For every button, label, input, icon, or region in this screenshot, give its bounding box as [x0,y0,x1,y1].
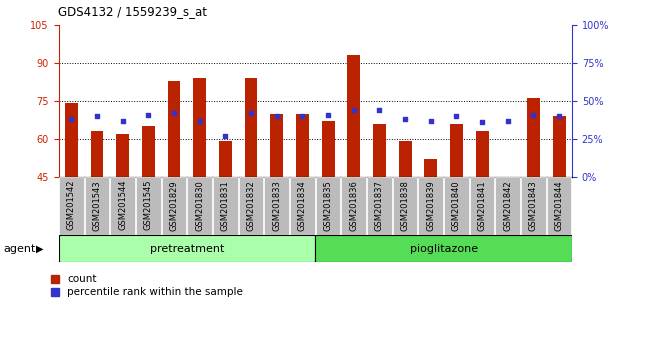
Point [220,133,231,139]
Text: GSM201832: GSM201832 [246,180,255,231]
Bar [136,177,161,235]
Bar [193,78,206,177]
Bar [270,114,283,177]
Bar [398,142,411,177]
Text: GSM201834: GSM201834 [298,180,307,231]
Bar [552,116,566,177]
Bar [495,177,520,235]
Bar [476,131,489,177]
Text: GSM201838: GSM201838 [400,180,410,231]
Text: GSM201544: GSM201544 [118,180,127,230]
Text: agent: agent [3,244,36,254]
Text: pretreatment: pretreatment [150,244,224,254]
Bar [162,177,187,235]
Point [297,113,307,119]
Bar [424,159,437,177]
Bar [296,114,309,177]
Text: GSM201844: GSM201844 [554,180,564,230]
Point [169,110,179,116]
Bar [142,126,155,177]
Bar [501,177,514,179]
Point [246,110,256,116]
Bar [111,177,135,235]
Bar [521,177,546,235]
Bar [444,177,469,235]
Text: ▶: ▶ [36,244,44,254]
Bar [450,124,463,177]
Bar [219,142,232,177]
Bar [244,78,257,177]
Text: GSM201829: GSM201829 [170,180,179,230]
Point [451,113,462,119]
Point [118,118,128,124]
Text: GSM201837: GSM201837 [375,180,384,231]
Point [272,113,282,119]
Bar [265,177,289,235]
Bar [59,177,84,235]
Bar [290,177,315,235]
Text: GSM201839: GSM201839 [426,180,436,231]
Point [66,116,77,122]
Bar [116,134,129,177]
Bar [347,55,360,177]
Bar [527,98,540,177]
Bar [58,235,315,262]
Text: GSM201833: GSM201833 [272,180,281,231]
Bar [367,177,392,235]
Text: GSM201542: GSM201542 [67,180,76,230]
Bar [547,177,571,235]
Bar [419,177,443,235]
Point [348,107,359,113]
Bar [90,131,103,177]
Text: GSM201843: GSM201843 [529,180,538,231]
Bar [187,177,212,235]
Text: GDS4132 / 1559239_s_at: GDS4132 / 1559239_s_at [58,5,207,18]
Bar [470,177,495,235]
Bar [373,124,386,177]
Text: GSM201842: GSM201842 [503,180,512,230]
Point [554,113,564,119]
Legend: count, percentile rank within the sample: count, percentile rank within the sample [51,274,243,297]
Text: GSM201841: GSM201841 [478,180,487,230]
Point [143,112,153,118]
Text: GSM201835: GSM201835 [324,180,333,231]
Text: GSM201836: GSM201836 [349,180,358,231]
Bar [65,103,78,177]
Point [194,118,205,124]
Bar [393,177,417,235]
Text: GSM201543: GSM201543 [92,180,101,230]
Bar [239,177,263,235]
Point [92,113,102,119]
Bar [315,235,572,262]
Text: GSM201831: GSM201831 [221,180,230,231]
Point [502,118,513,124]
Point [374,107,385,113]
Point [400,116,410,122]
Bar [84,177,109,235]
Text: pioglitazone: pioglitazone [410,244,478,254]
Point [323,112,333,118]
Point [528,112,539,118]
Text: GSM201830: GSM201830 [195,180,204,231]
Text: GSM201840: GSM201840 [452,180,461,230]
Bar [322,121,335,177]
Point [477,119,488,125]
Bar [168,81,181,177]
Point [426,118,436,124]
Bar [213,177,238,235]
Bar [316,177,341,235]
Bar [341,177,366,235]
Text: GSM201545: GSM201545 [144,180,153,230]
